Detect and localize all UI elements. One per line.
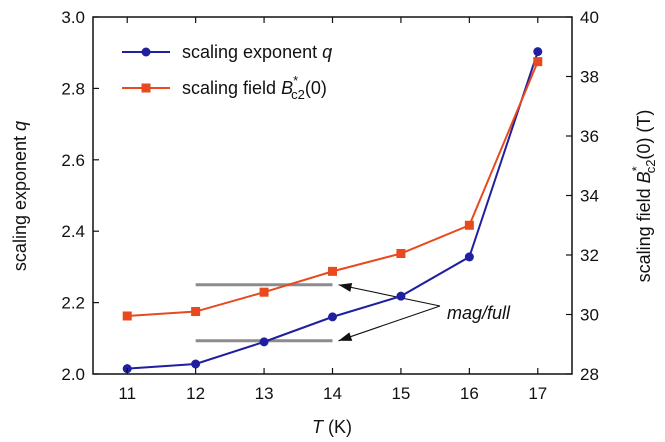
x-tick-label: 15 — [391, 384, 410, 403]
series-1-point — [396, 249, 406, 259]
legend: scaling exponent q scaling field B* c2(0) — [122, 42, 332, 102]
ticks-layer: 11 12 13 14 15 16 17 2.0 2.2 2.4 2.6 2.8 3.0 28 30 32 34… — [61, 8, 599, 403]
series-layer — [122, 47, 543, 374]
legend-marker-scaling-exponent — [141, 47, 151, 57]
y-left-tick-label: 3.0 — [61, 8, 85, 27]
x-axis-title: T (K) — [312, 417, 352, 437]
y-right-tick-label: 34 — [580, 187, 599, 206]
series-0-point — [191, 359, 201, 369]
x-tick-label: 17 — [528, 384, 547, 403]
series-line-1 — [127, 61, 539, 317]
y-left-tick-label: 2.6 — [61, 151, 85, 170]
annotation-layer — [195, 283, 441, 343]
y-right-tick-label: 40 — [580, 8, 599, 27]
series-1-point — [464, 220, 474, 230]
annotation-arrow-line — [338, 284, 441, 307]
series-1-point — [533, 57, 543, 67]
series-0-point — [533, 47, 543, 57]
y-right-tick-label: 30 — [580, 306, 599, 325]
y-right-tick-label: 32 — [580, 246, 599, 265]
series-1-point — [259, 287, 269, 297]
series-0-point — [396, 291, 406, 301]
legend-label-scaling-field: scaling field B* c2(0) — [182, 73, 327, 102]
legend-label-scaling-exponent: scaling exponent q — [182, 42, 332, 62]
y-axis-right-title: scaling field B*c2(0) (T) — [629, 110, 658, 283]
series-1-point — [122, 311, 132, 321]
annotation-arrow-head — [338, 283, 353, 292]
x-tick-label: 12 — [186, 384, 205, 403]
legend-entry-scaling-exponent: scaling exponent q — [122, 42, 332, 62]
series-0-point — [328, 312, 337, 322]
y-left-tick-label: 2.8 — [61, 79, 85, 98]
annotation-arrow-head — [338, 332, 353, 341]
y-right-tick-label: 38 — [580, 68, 599, 87]
x-tick-label: 16 — [460, 384, 479, 403]
legend-entry-scaling-field: scaling field B* c2(0) — [122, 73, 327, 102]
x-tick-label: 11 — [118, 384, 136, 403]
y-left-tick-label: 2.2 — [61, 294, 85, 313]
y-left-tick-label: 2.4 — [61, 222, 85, 241]
legend-marker-scaling-field — [141, 83, 151, 93]
annotation-arrow-line — [338, 305, 441, 342]
x-tick-label: 13 — [255, 384, 274, 403]
y-right-tick-label: 28 — [580, 365, 599, 384]
x-tick-label: 14 — [323, 384, 342, 403]
y-right-tick-label: 36 — [580, 127, 599, 146]
y-axis-left-title: scaling exponent q — [10, 121, 30, 271]
series-1-point — [191, 307, 201, 317]
series-0-point — [259, 337, 269, 347]
series-0-point — [464, 252, 474, 262]
y-left-tick-label: 2.0 — [61, 365, 85, 384]
annotation-label: mag/full — [447, 303, 511, 323]
series-1-point — [328, 266, 337, 276]
